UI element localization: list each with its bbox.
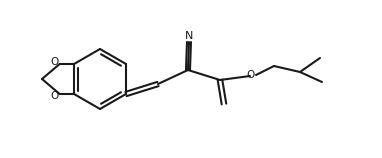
Text: O: O (247, 70, 255, 80)
Text: N: N (185, 31, 193, 41)
Text: O: O (50, 91, 59, 101)
Text: O: O (50, 57, 59, 67)
